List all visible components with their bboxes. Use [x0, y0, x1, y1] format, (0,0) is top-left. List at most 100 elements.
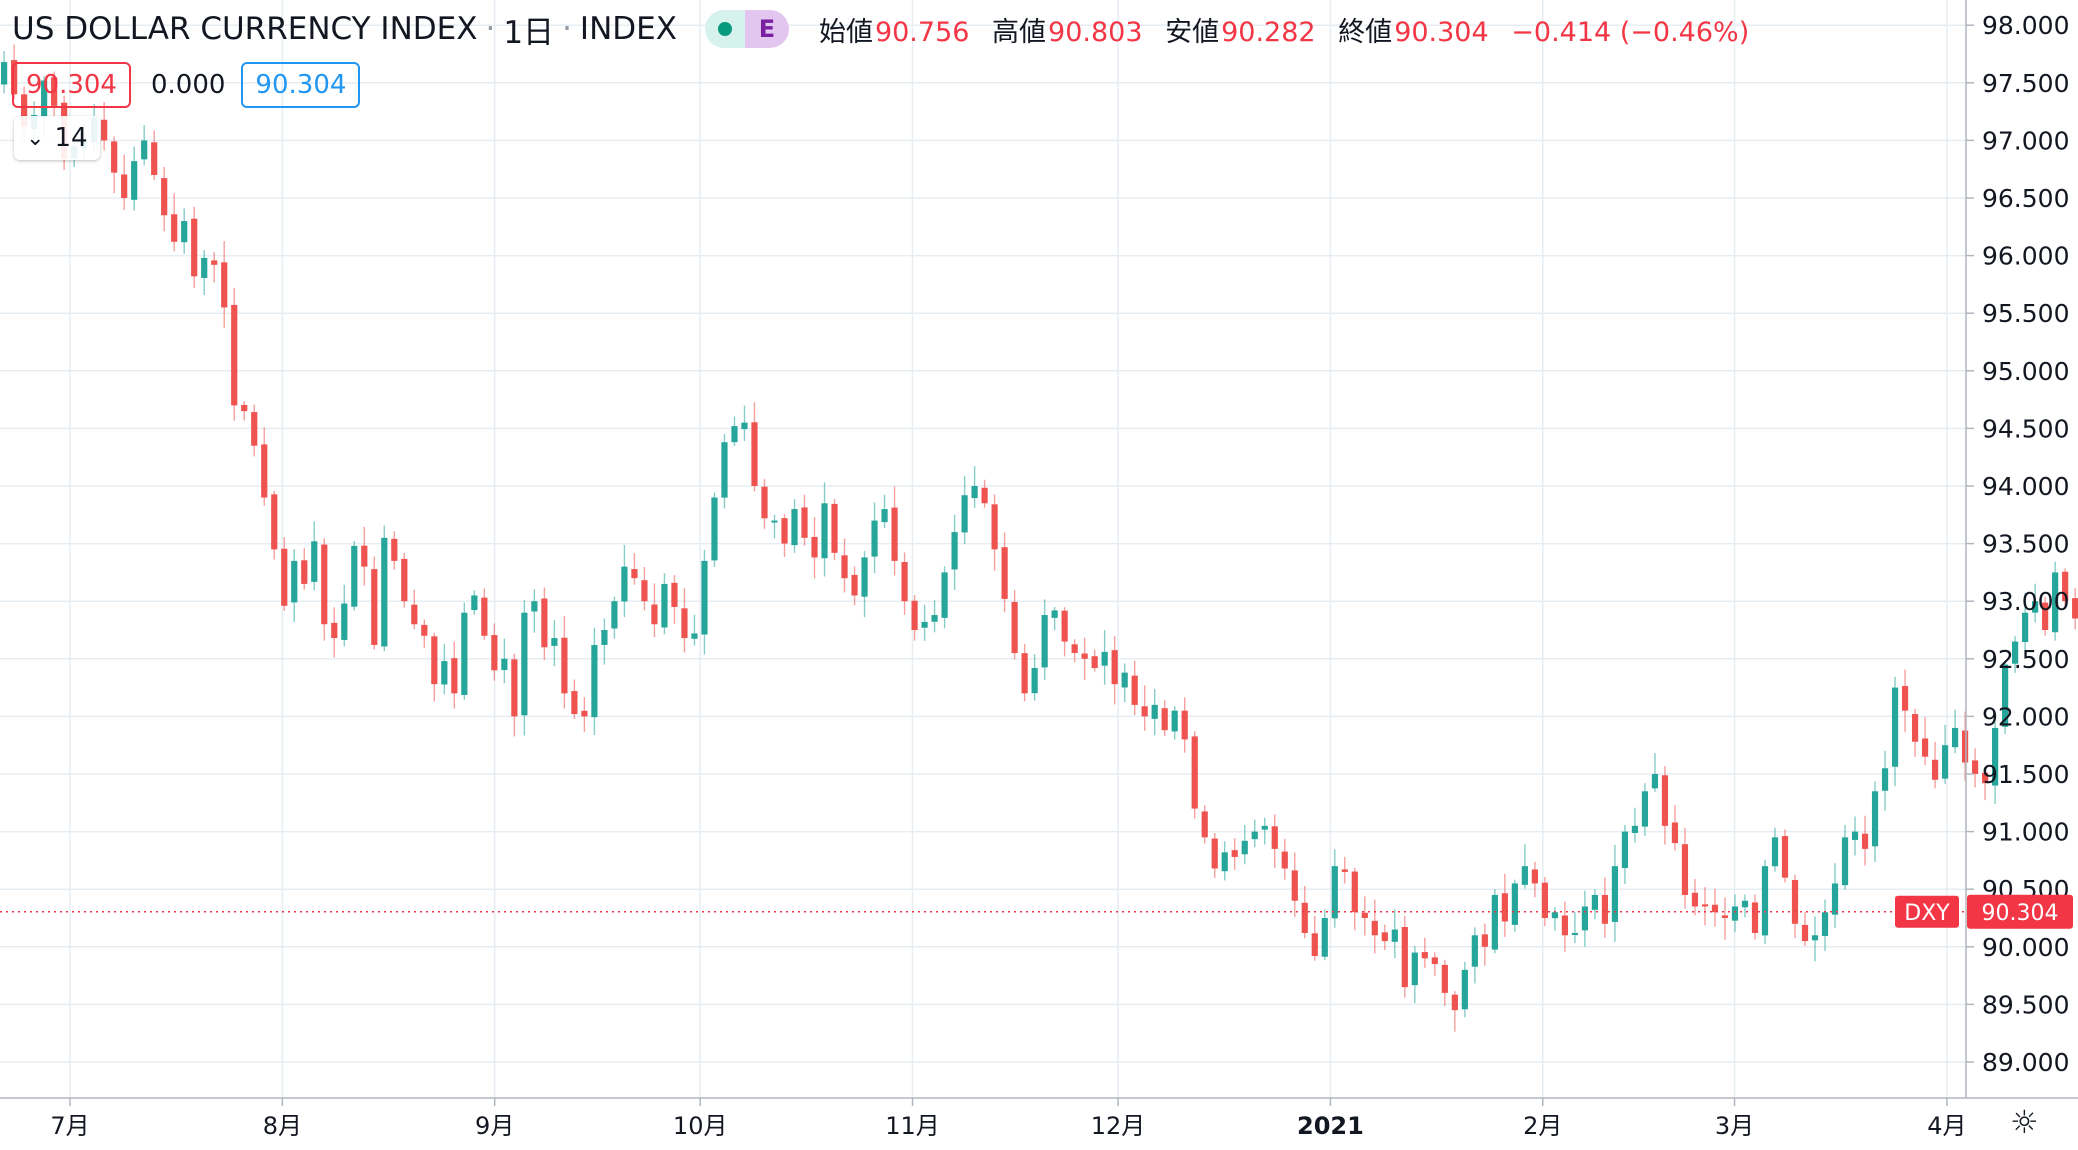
candle [571, 679, 578, 719]
candle-body [1751, 902, 1759, 933]
candle-body [471, 595, 478, 611]
candle-body [1331, 866, 1338, 919]
candle-body [221, 262, 228, 308]
candle [2002, 661, 2009, 734]
time-tick-label: 3月 [1715, 1112, 1754, 1140]
market-status-badge[interactable]: E [704, 10, 789, 48]
candle [1741, 894, 1749, 918]
candle [51, 71, 58, 118]
candle-body [1671, 822, 1679, 844]
candle [1101, 630, 1108, 685]
candle-body [121, 174, 128, 198]
candle [1, 51, 8, 94]
candle [491, 623, 498, 681]
candle-body [411, 604, 418, 625]
price-tick-label: 97.000 [1982, 126, 2069, 155]
candle [1691, 878, 1699, 916]
candle [1291, 852, 1298, 917]
last-price-label-bg [1967, 894, 2073, 929]
candle-body [271, 494, 278, 550]
candle [631, 553, 638, 585]
candle-body [1021, 653, 1028, 694]
candle-body [1771, 837, 1779, 867]
price-tick-label: 98.000 [1982, 11, 2069, 40]
time-axis[interactable]: 7月8月9月10月11月12月20212月3月4月5月6月 [50, 1098, 2078, 1140]
candle [871, 502, 878, 574]
open-value: 90.756 [874, 16, 970, 48]
candle-body [2022, 612, 2029, 643]
candle [241, 401, 248, 421]
candle-body [591, 644, 598, 718]
gear-icon[interactable]: ☼ [2010, 1103, 2039, 1141]
candle [1461, 961, 1468, 1018]
candle [331, 607, 338, 658]
candle [1511, 879, 1518, 932]
spread-value: 0.000 [150, 70, 226, 100]
candle [1521, 844, 1528, 889]
candle [1341, 856, 1348, 884]
candle [1911, 708, 1919, 757]
candle-body [571, 691, 578, 715]
candle [1471, 927, 1478, 984]
time-tick-label: 11月 [885, 1112, 940, 1140]
candle [1621, 824, 1629, 884]
candle [2012, 635, 2019, 673]
candle [2022, 592, 2029, 656]
candle-body [1231, 850, 1238, 857]
candle-body [491, 635, 498, 671]
sell-price-button[interactable]: 90.304 [12, 62, 131, 108]
candle-body [951, 532, 958, 570]
interval-label[interactable]: 1日 [503, 14, 555, 51]
candle [131, 146, 138, 211]
grid-lines [0, 0, 1966, 1098]
candle [731, 416, 738, 447]
candle-body [211, 260, 218, 265]
candle [1851, 816, 1859, 856]
candle [171, 193, 178, 252]
candle [1881, 750, 1889, 811]
candle [1411, 945, 1418, 1004]
price-tick-label: 92.000 [1982, 702, 2069, 731]
candle [1031, 654, 1038, 701]
candle-body [2072, 598, 2078, 619]
candle [801, 494, 808, 546]
candle [991, 494, 998, 571]
candle-body [1741, 900, 1749, 908]
candle-body [11, 60, 18, 95]
indicators-collapse-button[interactable]: ⌄ 14 [14, 116, 100, 160]
candle [1501, 873, 1508, 937]
candle [1071, 639, 1078, 663]
candle-body [151, 142, 158, 175]
candle-body [281, 548, 288, 606]
buy-price-button[interactable]: 90.304 [241, 62, 361, 108]
candle-body [1931, 759, 1939, 780]
candle-body [2012, 641, 2019, 664]
candle-body [401, 558, 408, 602]
candles [1, 44, 2078, 1032]
candle-body [451, 658, 458, 694]
candle-body [501, 658, 508, 671]
time-tick-label: 10月 [673, 1112, 728, 1140]
candle [881, 494, 888, 528]
candle-body [1261, 825, 1268, 830]
price-tick-label: 90.000 [1982, 933, 2069, 962]
candle [1261, 817, 1268, 845]
candle [281, 537, 288, 611]
candle [1931, 741, 1939, 789]
price-axis[interactable]: 89.00089.50090.00090.50091.00091.50092.0… [1966, 11, 2069, 1077]
candle [1701, 887, 1709, 926]
candle-body [1251, 831, 1258, 840]
candle-body [741, 422, 748, 430]
ticker-label-text: DXY [1904, 901, 1950, 926]
candle [1441, 959, 1448, 1006]
candle [311, 521, 318, 591]
candle [1121, 663, 1128, 703]
candle-body [191, 218, 198, 277]
candle-body [891, 507, 898, 561]
candle [1311, 915, 1318, 961]
candle [1811, 916, 1819, 962]
symbol-name[interactable]: US DOLLAR CURRENCY INDEX [12, 11, 478, 47]
candle-body [881, 509, 888, 523]
candle-body [1071, 644, 1078, 654]
